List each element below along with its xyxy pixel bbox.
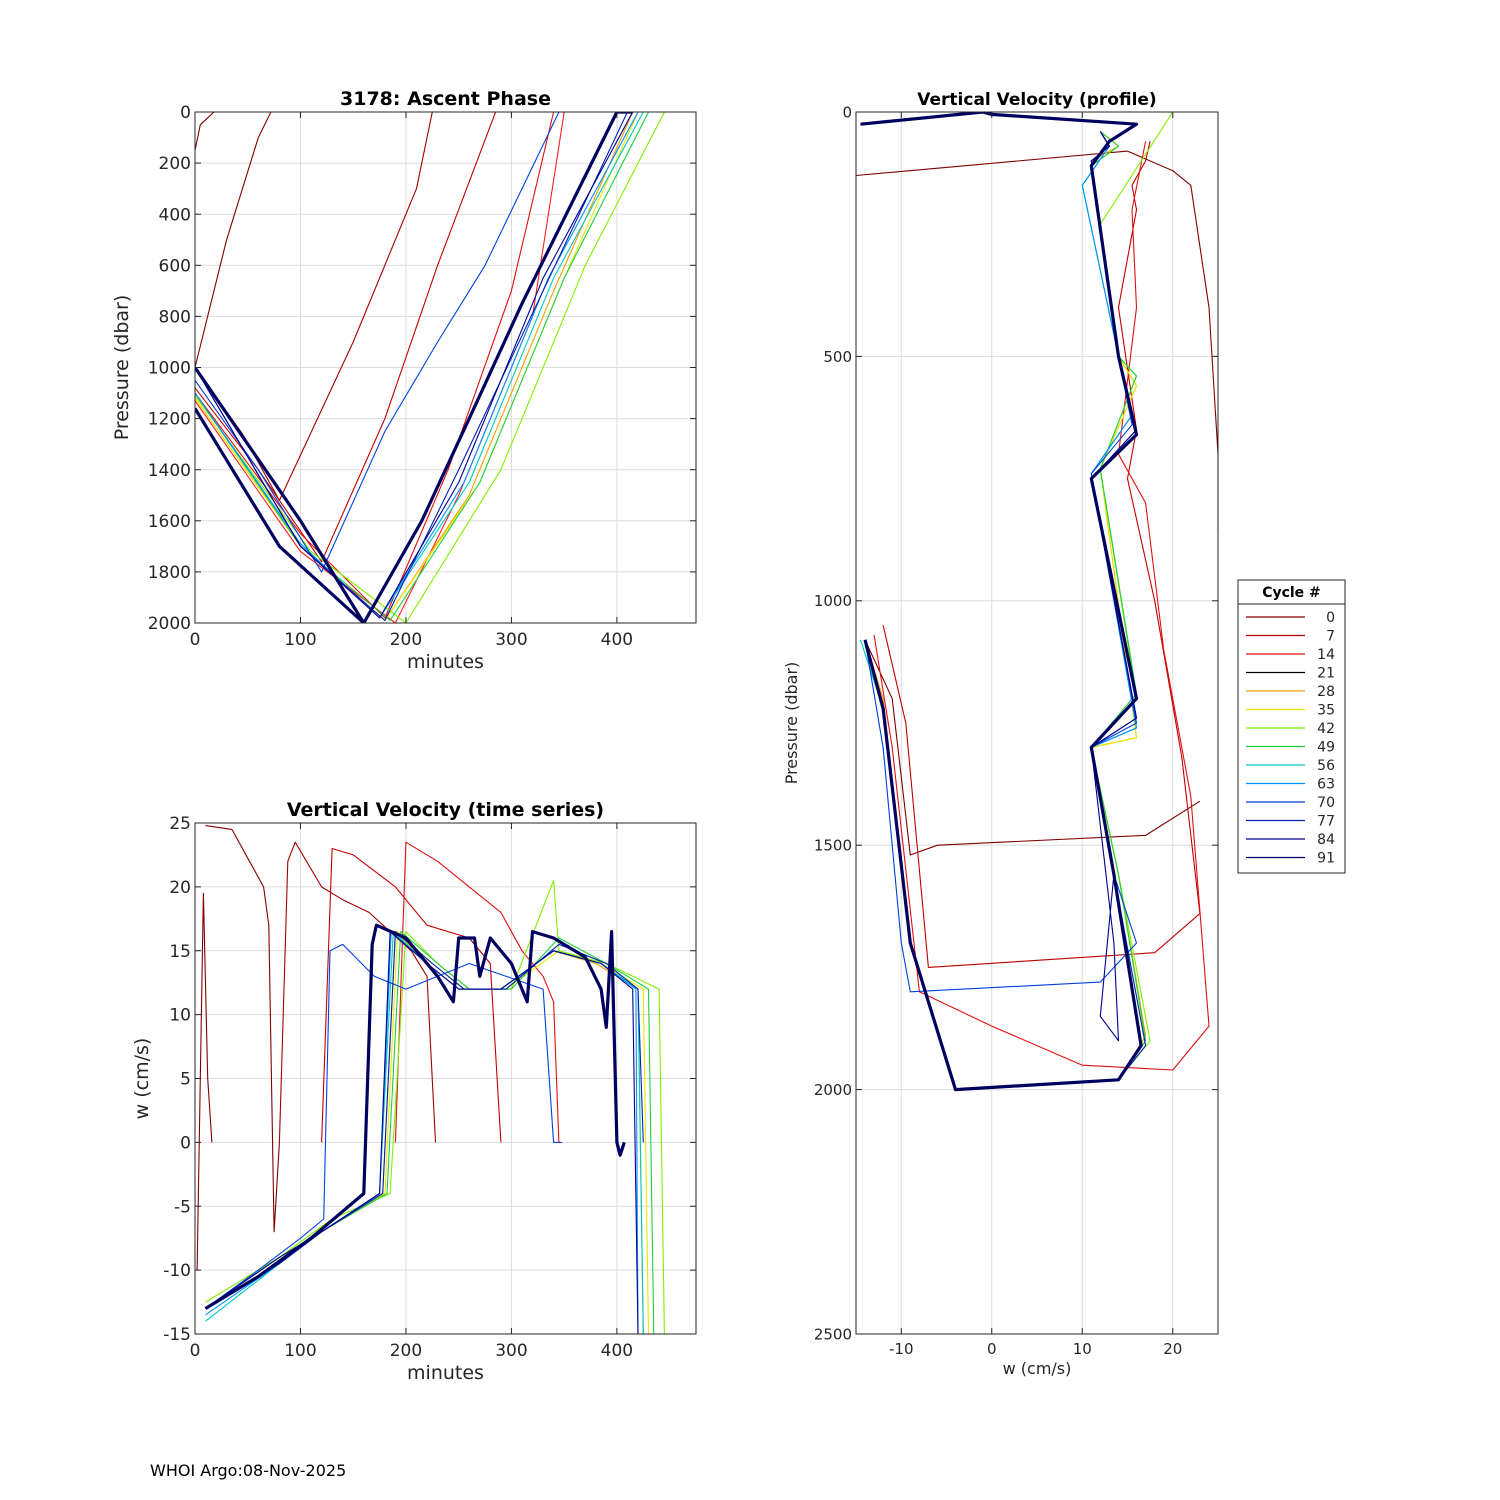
legend-label-63: 63 <box>1317 777 1335 793</box>
chart-title: Vertical Velocity (profile) <box>917 90 1156 110</box>
legend-label-70: 70 <box>1317 795 1335 811</box>
y-tick-label: 1600 <box>148 512 191 532</box>
y-tick-label: 500 <box>823 348 852 366</box>
y-tick-label: 2000 <box>148 614 191 634</box>
y-tick-label: 200 <box>159 154 191 174</box>
series-line-cycle-0 <box>195 112 272 368</box>
y-tick-label: 25 <box>169 814 191 834</box>
y-tick-label: 1200 <box>148 410 191 430</box>
legend-label-42: 42 <box>1317 721 1335 737</box>
legend-label-7: 7 <box>1326 629 1335 645</box>
series-group <box>196 825 665 1334</box>
chart-title: 3178: Ascent Phase <box>340 88 551 110</box>
axes-frame <box>855 111 1219 1335</box>
series-line-cycle-7 <box>882 141 1201 968</box>
x-axis-label: minutes <box>407 1362 484 1384</box>
y-axis-label: Pressure (dbar) <box>111 295 133 441</box>
series-line-cycle-7 <box>321 847 502 1143</box>
x-axis-label: minutes <box>407 651 484 673</box>
x-tick-label: 300 <box>495 1341 527 1361</box>
series-line-cycle-0 <box>205 825 280 1233</box>
y-tick-label: 2500 <box>814 1325 852 1343</box>
series-line-cycle-42 <box>195 112 665 623</box>
y-tick-label: 15 <box>169 942 191 962</box>
series-line-cycle-14 <box>873 141 1210 1071</box>
y-tick-label: 1000 <box>148 359 191 379</box>
x-tick-label: -10 <box>889 1340 914 1358</box>
y-tick-label: 0 <box>180 1133 191 1153</box>
y-tick-label: 0 <box>180 103 191 123</box>
series-line-cycle-91 <box>204 923 626 1310</box>
series-line-cycle-0 <box>196 892 213 1271</box>
x-tick-label: 100 <box>284 630 316 650</box>
legend-label-84: 84 <box>1317 832 1335 848</box>
plot-area <box>856 112 1218 1334</box>
y-tick-label: 5 <box>180 1070 191 1090</box>
chart-timeseries: 0 100 200 300 400 -15 -10 -5 0 5 10 15 20 25 Vertical … <box>131 799 697 1384</box>
y-tick-label: 0 <box>842 103 852 121</box>
legend-label-49: 49 <box>1317 740 1335 756</box>
y-axis-label: w (cm/s) <box>131 1038 153 1120</box>
y-tick-label: 1000 <box>814 592 852 610</box>
y-tick-label: -15 <box>163 1325 191 1345</box>
x-tick-label: 0 <box>190 1341 201 1361</box>
x-tick-label: 20 <box>1163 1340 1182 1358</box>
y-tick-label: 1400 <box>148 461 191 481</box>
x-tick-label: 300 <box>495 630 527 650</box>
y-tick-label: 400 <box>159 205 191 225</box>
series-line-cycle-7 <box>278 841 437 1143</box>
x-tick-label: 100 <box>284 1341 316 1361</box>
series-line-cycle-91 <box>860 112 1143 1092</box>
footer-caption: WHOI Argo:08-Nov-2025 <box>150 1461 347 1480</box>
y-tick-label: 1800 <box>148 563 191 583</box>
series-line-cycle-49 <box>195 112 649 621</box>
y-tick-label: 800 <box>159 308 191 328</box>
series-line-cycle-14 <box>394 841 560 1143</box>
x-tick-label: 0 <box>190 630 201 650</box>
legend-label-28: 28 <box>1317 684 1335 700</box>
y-tick-label: 600 <box>159 256 191 276</box>
x-tick-label: 200 <box>390 630 422 650</box>
legend-label-0: 0 <box>1326 610 1335 626</box>
legend-label-91: 91 <box>1317 851 1335 867</box>
legend-label-77: 77 <box>1317 814 1335 830</box>
series-line-cycle-0 <box>856 150 1218 533</box>
legend-label-56: 56 <box>1317 758 1335 774</box>
x-tick-label: 400 <box>601 1341 633 1361</box>
x-tick-label: 200 <box>390 1341 422 1361</box>
series-line-cycle-91 <box>195 112 633 623</box>
y-tick-label: 10 <box>169 1006 191 1026</box>
x-tick-label: 0 <box>987 1340 997 1358</box>
y-tick-label: -5 <box>174 1197 191 1217</box>
y-tick-label: -10 <box>163 1261 191 1281</box>
series-line-cycle-84 <box>195 112 634 619</box>
x-tick-label: 400 <box>601 630 633 650</box>
x-axis-label: w (cm/s) <box>1003 1359 1072 1378</box>
legend-label-21: 21 <box>1317 666 1335 682</box>
series-line-cycle-0 <box>195 112 215 151</box>
y-axis-label: Pressure (dbar) <box>782 662 801 785</box>
series-line-cycle-70 <box>205 943 562 1309</box>
chart-title: Vertical Velocity (time series) <box>287 799 604 821</box>
legend-box <box>1237 579 1346 874</box>
series-group <box>856 112 1218 1092</box>
y-tick-label: 2000 <box>814 1081 852 1099</box>
chart-profile: -10 0 10 20 0 500 1000 1500 2000 2500 Vertical Vel… <box>782 90 1346 1378</box>
chart-ascent: 0 100 200 300 400 0 200 400 600 800 1000 1200 1400 16… <box>111 88 697 673</box>
legend-label-14: 14 <box>1317 647 1335 663</box>
y-tick-label: 20 <box>169 878 191 898</box>
y-tick-label: 1500 <box>814 837 852 855</box>
legend: Cycle # 0 7 14 21 28 35 42 49 56 63 70 77 84 91 <box>1237 579 1346 874</box>
series-line-cycle-63 <box>195 112 639 619</box>
x-tick-label: 10 <box>1073 1340 1092 1358</box>
series-line-cycle-70 <box>195 112 560 573</box>
series-line-cycle-0 <box>864 639 1201 856</box>
series-line-cycle-91 <box>195 407 365 623</box>
legend-label-35: 35 <box>1317 703 1335 719</box>
series-group <box>195 112 665 623</box>
legend-title: Cycle # <box>1262 585 1321 601</box>
